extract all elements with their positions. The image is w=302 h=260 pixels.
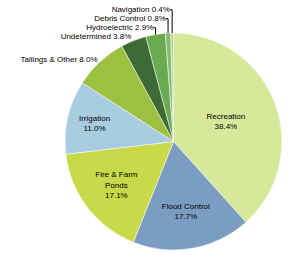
svg-text:Undetermined 3.8%: Undetermined 3.8%: [61, 32, 132, 41]
svg-text:Hydroelectric 2.9%: Hydroelectric 2.9%: [86, 23, 153, 32]
svg-text:Irrigation11.0%: Irrigation11.0%: [79, 114, 110, 133]
svg-text:Debris Control 0.8%: Debris Control 0.8%: [94, 14, 166, 23]
svg-text:Recreation38.4%: Recreation38.4%: [207, 112, 246, 131]
svg-text:Navigation 0.4%: Navigation 0.4%: [112, 5, 170, 14]
svg-text:Fire & FarmPonds17.1%: Fire & FarmPonds17.1%: [95, 170, 138, 200]
svg-text:Flood Control17.7%: Flood Control17.7%: [162, 202, 210, 221]
svg-text:Tailings & Other 8.0%: Tailings & Other 8.0%: [21, 55, 98, 64]
